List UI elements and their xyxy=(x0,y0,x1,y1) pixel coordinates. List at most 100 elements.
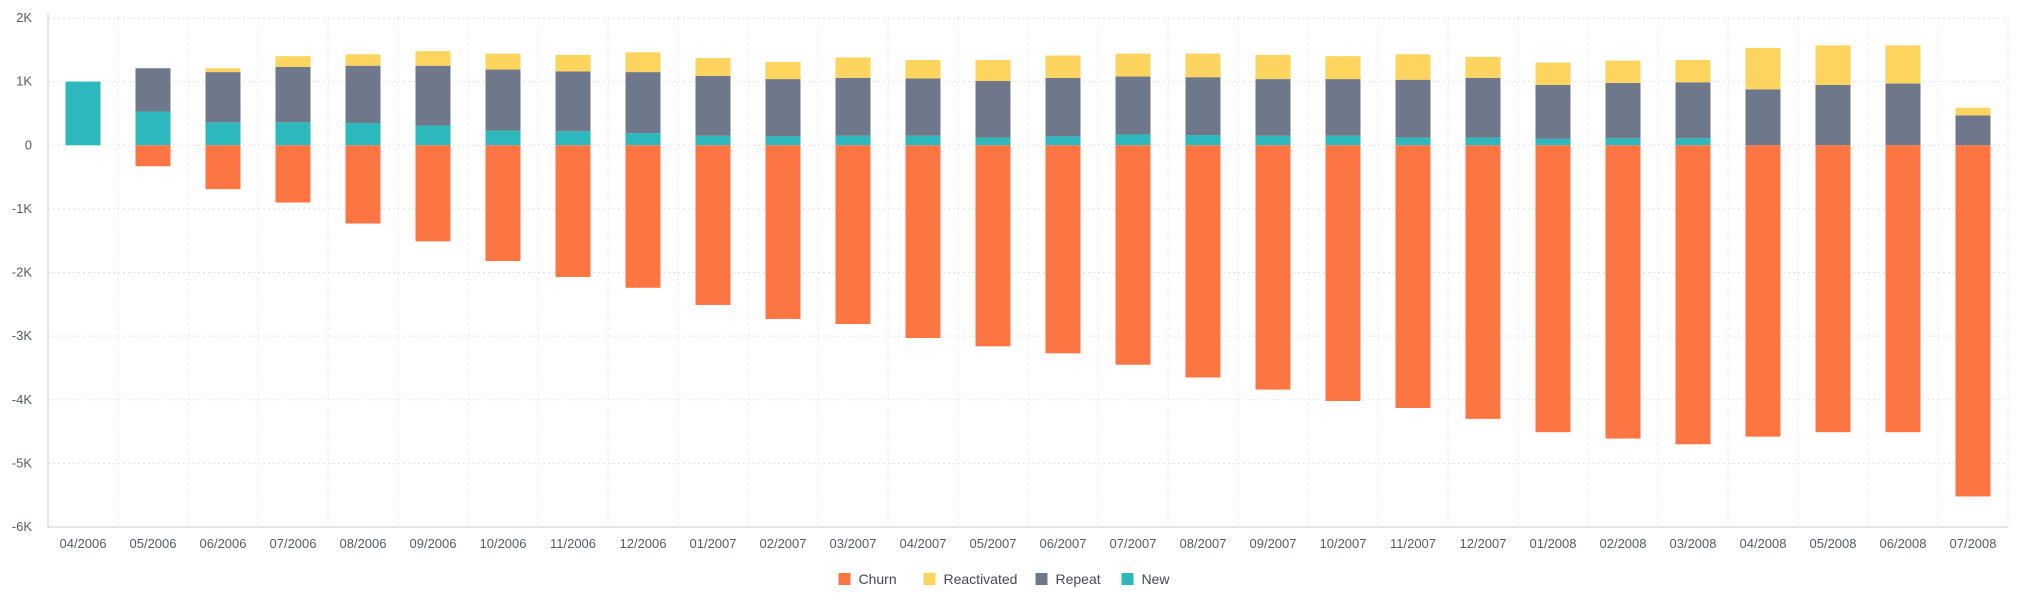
bar-reactivated-20[interactable] xyxy=(1465,56,1501,78)
bar-reactivated-19[interactable] xyxy=(1395,54,1431,80)
bar-repeat-5[interactable] xyxy=(415,65,451,126)
bar-reactivated-14[interactable] xyxy=(1045,55,1081,78)
bar-churn-18[interactable] xyxy=(1325,145,1361,402)
bar-repeat-1[interactable] xyxy=(135,68,171,112)
bar-repeat-7[interactable] xyxy=(555,71,591,132)
bar-repeat-8[interactable] xyxy=(625,72,661,134)
bar-new-13[interactable] xyxy=(975,137,1011,146)
bar-repeat-23[interactable] xyxy=(1675,82,1711,139)
bar-churn-12[interactable] xyxy=(905,145,941,339)
bar-repeat-6[interactable] xyxy=(485,69,521,131)
bar-repeat-13[interactable] xyxy=(975,80,1011,138)
legend-item-new[interactable]: New xyxy=(1121,571,1171,587)
bar-reactivated-3[interactable] xyxy=(275,56,311,67)
bar-reactivated-6[interactable] xyxy=(485,53,521,70)
bar-reactivated-12[interactable] xyxy=(905,59,941,79)
bar-churn-20[interactable] xyxy=(1465,145,1501,419)
bar-repeat-11[interactable] xyxy=(835,77,871,136)
bar-churn-14[interactable] xyxy=(1045,145,1081,354)
bar-churn-13[interactable] xyxy=(975,145,1011,347)
bar-reactivated-17[interactable] xyxy=(1255,54,1291,80)
bar-repeat-12[interactable] xyxy=(905,78,941,136)
bar-churn-7[interactable] xyxy=(555,145,591,277)
bar-new-9[interactable] xyxy=(695,135,731,146)
bar-repeat-17[interactable] xyxy=(1255,79,1291,136)
bar-churn-8[interactable] xyxy=(625,145,661,288)
bar-new-22[interactable] xyxy=(1605,138,1641,146)
bar-repeat-24[interactable] xyxy=(1745,89,1781,146)
bar-churn-27[interactable] xyxy=(1955,145,1991,497)
bar-repeat-16[interactable] xyxy=(1185,77,1221,136)
bar-reactivated-23[interactable] xyxy=(1675,59,1711,83)
bar-reactivated-21[interactable] xyxy=(1535,62,1571,85)
bar-reactivated-15[interactable] xyxy=(1115,53,1151,77)
bar-repeat-2[interactable] xyxy=(205,72,241,123)
bar-new-17[interactable] xyxy=(1255,135,1291,146)
bar-repeat-15[interactable] xyxy=(1115,76,1151,135)
bar-churn-2[interactable] xyxy=(205,145,241,190)
bar-churn-23[interactable] xyxy=(1675,145,1711,445)
bar-repeat-4[interactable] xyxy=(345,65,381,123)
bar-reactivated-24[interactable] xyxy=(1745,47,1781,90)
bar-new-2[interactable] xyxy=(205,122,241,146)
bar-reactivated-10[interactable] xyxy=(765,61,801,80)
bar-new-4[interactable] xyxy=(345,122,381,146)
bar-churn-15[interactable] xyxy=(1115,145,1151,365)
bar-repeat-18[interactable] xyxy=(1325,79,1361,136)
bar-new-8[interactable] xyxy=(625,133,661,146)
bar-reactivated-25[interactable] xyxy=(1815,45,1851,85)
bar-churn-6[interactable] xyxy=(485,145,521,262)
bar-new-3[interactable] xyxy=(275,122,311,146)
bar-churn-9[interactable] xyxy=(695,145,731,305)
bar-repeat-21[interactable] xyxy=(1535,84,1571,139)
bar-new-1[interactable] xyxy=(135,111,171,146)
bar-reactivated-7[interactable] xyxy=(555,54,591,72)
bar-new-20[interactable] xyxy=(1465,137,1501,146)
bar-new-21[interactable] xyxy=(1535,138,1571,146)
bar-reactivated-18[interactable] xyxy=(1325,56,1361,80)
bar-reactivated-13[interactable] xyxy=(975,59,1011,81)
bar-churn-26[interactable] xyxy=(1885,145,1921,433)
bar-repeat-3[interactable] xyxy=(275,66,311,123)
bar-new-10[interactable] xyxy=(765,136,801,146)
bar-churn-11[interactable] xyxy=(835,145,871,325)
bar-repeat-9[interactable] xyxy=(695,75,731,136)
bar-new-11[interactable] xyxy=(835,135,871,146)
bar-churn-21[interactable] xyxy=(1535,145,1571,433)
bar-new-19[interactable] xyxy=(1395,137,1431,146)
bar-churn-24[interactable] xyxy=(1745,145,1781,437)
bar-repeat-14[interactable] xyxy=(1045,77,1081,137)
legend-item-repeat[interactable]: Repeat xyxy=(1035,571,1101,587)
bar-new-6[interactable] xyxy=(485,130,521,146)
bar-reactivated-27[interactable] xyxy=(1955,107,1991,116)
bar-reactivated-5[interactable] xyxy=(415,51,451,66)
bar-new-5[interactable] xyxy=(415,125,451,146)
bar-churn-3[interactable] xyxy=(275,145,311,203)
bar-churn-4[interactable] xyxy=(345,145,381,224)
bar-repeat-27[interactable] xyxy=(1955,115,1991,146)
bar-repeat-25[interactable] xyxy=(1815,84,1851,146)
bar-churn-5[interactable] xyxy=(415,145,451,242)
bar-new-23[interactable] xyxy=(1675,138,1711,146)
bar-new-0[interactable] xyxy=(65,81,101,146)
bar-churn-19[interactable] xyxy=(1395,145,1431,409)
bar-churn-10[interactable] xyxy=(765,145,801,319)
bar-reactivated-16[interactable] xyxy=(1185,53,1221,78)
bar-churn-17[interactable] xyxy=(1255,145,1291,390)
bar-new-18[interactable] xyxy=(1325,135,1361,146)
bar-new-14[interactable] xyxy=(1045,136,1081,146)
bar-reactivated-11[interactable] xyxy=(835,57,871,78)
bar-new-7[interactable] xyxy=(555,131,591,146)
bar-reactivated-9[interactable] xyxy=(695,58,731,76)
bar-churn-22[interactable] xyxy=(1605,145,1641,439)
bar-churn-1[interactable] xyxy=(135,145,171,167)
bar-reactivated-8[interactable] xyxy=(625,52,661,73)
bar-repeat-26[interactable] xyxy=(1885,83,1921,146)
bar-reactivated-22[interactable] xyxy=(1605,60,1641,83)
bar-new-15[interactable] xyxy=(1115,134,1151,146)
bar-new-16[interactable] xyxy=(1185,135,1221,146)
bar-repeat-19[interactable] xyxy=(1395,79,1431,138)
bar-reactivated-26[interactable] xyxy=(1885,45,1921,84)
bar-repeat-10[interactable] xyxy=(765,79,801,137)
legend-item-churn[interactable]: Churn xyxy=(838,571,897,587)
